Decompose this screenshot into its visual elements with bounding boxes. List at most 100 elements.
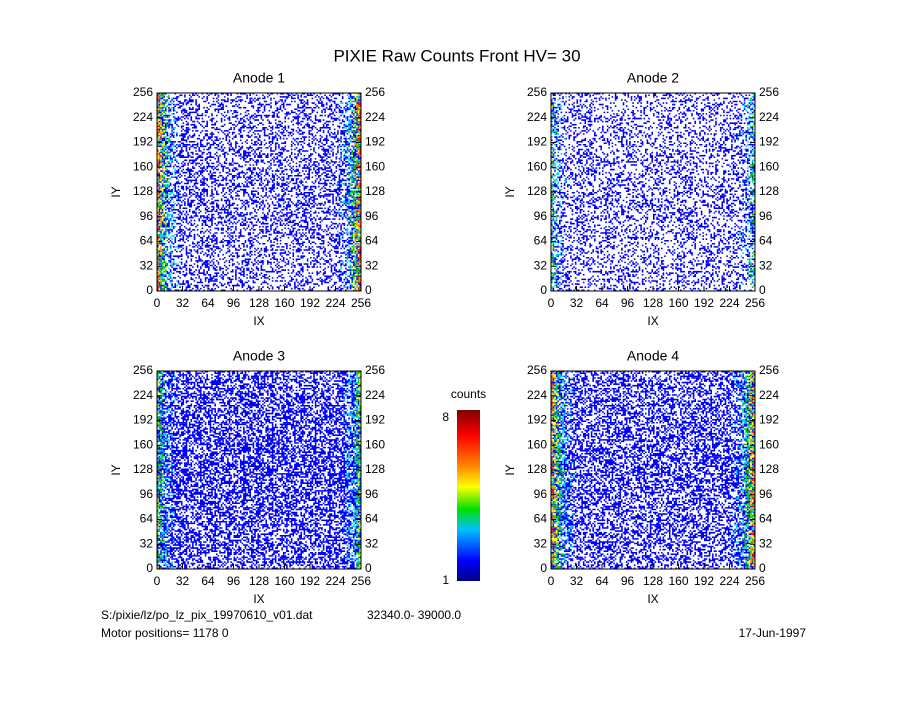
- y-tick-label: 128: [527, 184, 547, 198]
- y-tick-label: 192: [133, 135, 153, 149]
- y2-tick-label: 64: [759, 512, 773, 526]
- colorbar-label: counts: [451, 387, 486, 401]
- y-tick-label: 192: [133, 413, 153, 427]
- y2-tick-label: 160: [759, 159, 779, 173]
- y-tick-label: 224: [527, 388, 547, 402]
- x-tick-label: 256: [745, 296, 765, 310]
- y-tick-label: 96: [534, 209, 548, 223]
- x-tick-label: 128: [643, 574, 663, 588]
- panel-title: Anode 1: [233, 70, 285, 86]
- y2-tick-label: 192: [759, 135, 779, 149]
- time-range: 32340.0- 39000.0: [367, 608, 461, 622]
- x-tick-label: 256: [351, 574, 371, 588]
- y-tick-label: 224: [133, 110, 153, 124]
- pixel-texture: [157, 371, 361, 570]
- pixel-texture: [551, 371, 755, 570]
- y-tick-label: 256: [133, 85, 153, 99]
- y2-tick-label: 256: [365, 85, 385, 99]
- y-tick-label: 224: [133, 388, 153, 402]
- y2-tick-label: 224: [759, 388, 779, 402]
- y2-tick-label: 256: [759, 363, 779, 377]
- x-tick-label: 128: [249, 574, 269, 588]
- panel-title: Anode 3: [233, 348, 285, 364]
- y2-tick-label: 224: [365, 110, 385, 124]
- x-tick-label: 32: [176, 574, 190, 588]
- x-tick-label: 192: [300, 574, 320, 588]
- y-tick-label: 64: [534, 512, 548, 526]
- x-tick-label: 192: [300, 296, 320, 310]
- y-tick-label: 128: [133, 184, 153, 198]
- y-tick-label: 32: [534, 536, 548, 550]
- y2-tick-label: 0: [759, 561, 766, 575]
- colorbar-tick-label: 1: [442, 573, 449, 587]
- x-tick-label: 32: [176, 296, 190, 310]
- x-tick-label: 160: [274, 296, 294, 310]
- y-tick-label: 128: [527, 462, 547, 476]
- y2-tick-label: 0: [365, 283, 372, 297]
- y2-tick-label: 32: [759, 536, 773, 550]
- y2-tick-label: 192: [365, 135, 385, 149]
- x-tick-label: 64: [595, 296, 609, 310]
- y-tick-label: 64: [140, 234, 154, 248]
- colorbar-tick-label: 8: [442, 410, 449, 424]
- page-title: PIXIE Raw Counts Front HV= 30: [333, 46, 580, 65]
- y-tick-label: 96: [140, 487, 154, 501]
- x-tick-label: 96: [227, 574, 241, 588]
- y2-tick-label: 96: [365, 487, 379, 501]
- y2-tick-label: 96: [759, 487, 773, 501]
- y-tick-label: 32: [140, 258, 154, 272]
- x-tick-label: 160: [668, 574, 688, 588]
- y-tick-label: 160: [133, 437, 153, 451]
- y-tick-label: 0: [540, 561, 547, 575]
- x-tick-label: 192: [694, 574, 714, 588]
- x-tick-label: 224: [325, 574, 345, 588]
- y-tick-label: 160: [133, 159, 153, 173]
- y-tick-label: 128: [133, 462, 153, 476]
- x-tick-label: 32: [570, 296, 584, 310]
- panel-title: Anode 2: [627, 70, 679, 86]
- y2-tick-label: 96: [759, 209, 773, 223]
- y-axis-label: IY: [109, 186, 123, 197]
- x-tick-label: 128: [249, 296, 269, 310]
- x-tick-label: 0: [548, 296, 555, 310]
- y2-tick-label: 256: [759, 85, 779, 99]
- x-tick-label: 96: [621, 296, 635, 310]
- date: 17-Jun-1997: [739, 626, 807, 640]
- x-tick-label: 64: [595, 574, 609, 588]
- y2-tick-label: 64: [365, 512, 379, 526]
- y2-tick-label: 32: [365, 536, 379, 550]
- y2-tick-label: 0: [365, 561, 372, 575]
- y2-tick-label: 32: [759, 258, 773, 272]
- x-tick-label: 224: [719, 574, 739, 588]
- x-tick-label: 64: [201, 574, 215, 588]
- x-axis-label: IX: [647, 314, 658, 328]
- y-tick-label: 224: [527, 110, 547, 124]
- y-tick-label: 0: [540, 283, 547, 297]
- y2-tick-label: 128: [365, 462, 385, 476]
- y-tick-label: 256: [527, 85, 547, 99]
- y-tick-label: 0: [146, 561, 153, 575]
- y2-tick-label: 128: [759, 184, 779, 198]
- y2-tick-label: 224: [759, 110, 779, 124]
- x-axis-label: IX: [253, 592, 264, 606]
- y2-tick-label: 32: [365, 258, 379, 272]
- y2-tick-label: 192: [365, 413, 385, 427]
- y-tick-label: 64: [140, 512, 154, 526]
- y-tick-label: 96: [140, 209, 154, 223]
- panel-title: Anode 4: [627, 348, 679, 364]
- x-tick-label: 256: [745, 574, 765, 588]
- y2-tick-label: 0: [759, 283, 766, 297]
- y-tick-label: 32: [140, 536, 154, 550]
- y2-tick-label: 128: [759, 462, 779, 476]
- y-axis-label: IY: [503, 186, 517, 197]
- y-tick-label: 0: [146, 283, 153, 297]
- x-tick-label: 160: [668, 296, 688, 310]
- pixel-texture: [551, 371, 755, 570]
- y-tick-label: 256: [527, 363, 547, 377]
- y2-tick-label: 96: [365, 209, 379, 223]
